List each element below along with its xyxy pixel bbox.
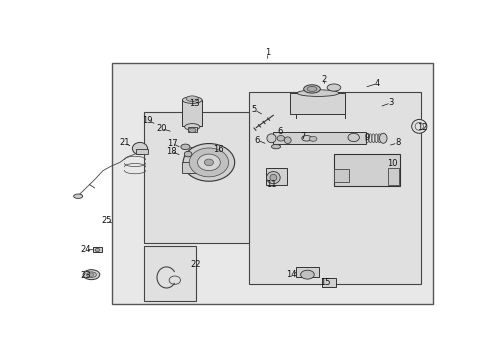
Text: 13: 13 [189,99,200,108]
Text: 6: 6 [277,127,282,136]
Bar [187,127,196,132]
Bar [144,246,195,301]
Ellipse shape [269,174,276,181]
Ellipse shape [271,144,280,149]
Ellipse shape [95,248,100,252]
Text: 6: 6 [254,136,260,145]
Bar [181,162,205,174]
Bar [321,278,336,287]
Text: 10: 10 [386,159,397,168]
Ellipse shape [266,172,280,184]
Text: 9: 9 [364,133,369,142]
Bar [136,149,147,154]
Text: 16: 16 [213,145,223,154]
Ellipse shape [326,84,340,91]
Text: 4: 4 [374,79,379,88]
Ellipse shape [184,123,200,130]
Text: 20: 20 [156,124,166,133]
Ellipse shape [306,86,316,91]
Text: 15: 15 [320,278,330,287]
Ellipse shape [297,90,338,96]
Bar [144,112,248,243]
Ellipse shape [184,151,191,157]
Ellipse shape [284,137,290,144]
Ellipse shape [303,85,320,93]
Bar [182,100,202,126]
Ellipse shape [86,272,96,278]
Text: 7: 7 [300,131,305,140]
Ellipse shape [188,128,196,132]
Text: 8: 8 [394,139,400,148]
Bar [387,168,398,185]
Text: 1: 1 [264,48,270,57]
Bar [265,168,286,185]
Ellipse shape [347,133,359,141]
Ellipse shape [89,273,94,276]
Ellipse shape [132,143,147,155]
Ellipse shape [181,144,189,150]
Text: 25: 25 [101,216,112,225]
Text: 22: 22 [190,261,201,269]
Ellipse shape [183,144,234,181]
Ellipse shape [411,120,426,133]
Bar [290,93,345,114]
Ellipse shape [301,135,311,141]
Ellipse shape [309,136,316,141]
Bar [296,267,318,278]
Text: 2: 2 [321,75,326,84]
Ellipse shape [186,96,198,102]
Bar [333,154,400,186]
Text: 23: 23 [80,271,90,280]
Text: 12: 12 [416,123,427,132]
Ellipse shape [189,148,228,177]
Text: 5: 5 [251,105,257,114]
Text: 19: 19 [142,116,152,125]
Ellipse shape [379,133,386,143]
Text: 17: 17 [167,139,178,148]
Text: 11: 11 [266,180,277,189]
Bar [333,169,348,182]
Bar [112,63,432,304]
Ellipse shape [204,159,213,166]
Ellipse shape [277,135,284,141]
Ellipse shape [266,134,275,143]
Ellipse shape [74,194,82,198]
Ellipse shape [182,97,202,103]
Ellipse shape [197,154,220,171]
Bar [93,247,102,252]
Ellipse shape [83,270,100,280]
Bar [248,92,420,284]
Text: 14: 14 [285,270,296,279]
Bar [273,132,366,144]
Text: 18: 18 [166,147,176,156]
Ellipse shape [300,270,314,279]
Text: 21: 21 [119,139,130,148]
Text: 3: 3 [387,98,393,107]
Text: 24: 24 [80,245,90,254]
